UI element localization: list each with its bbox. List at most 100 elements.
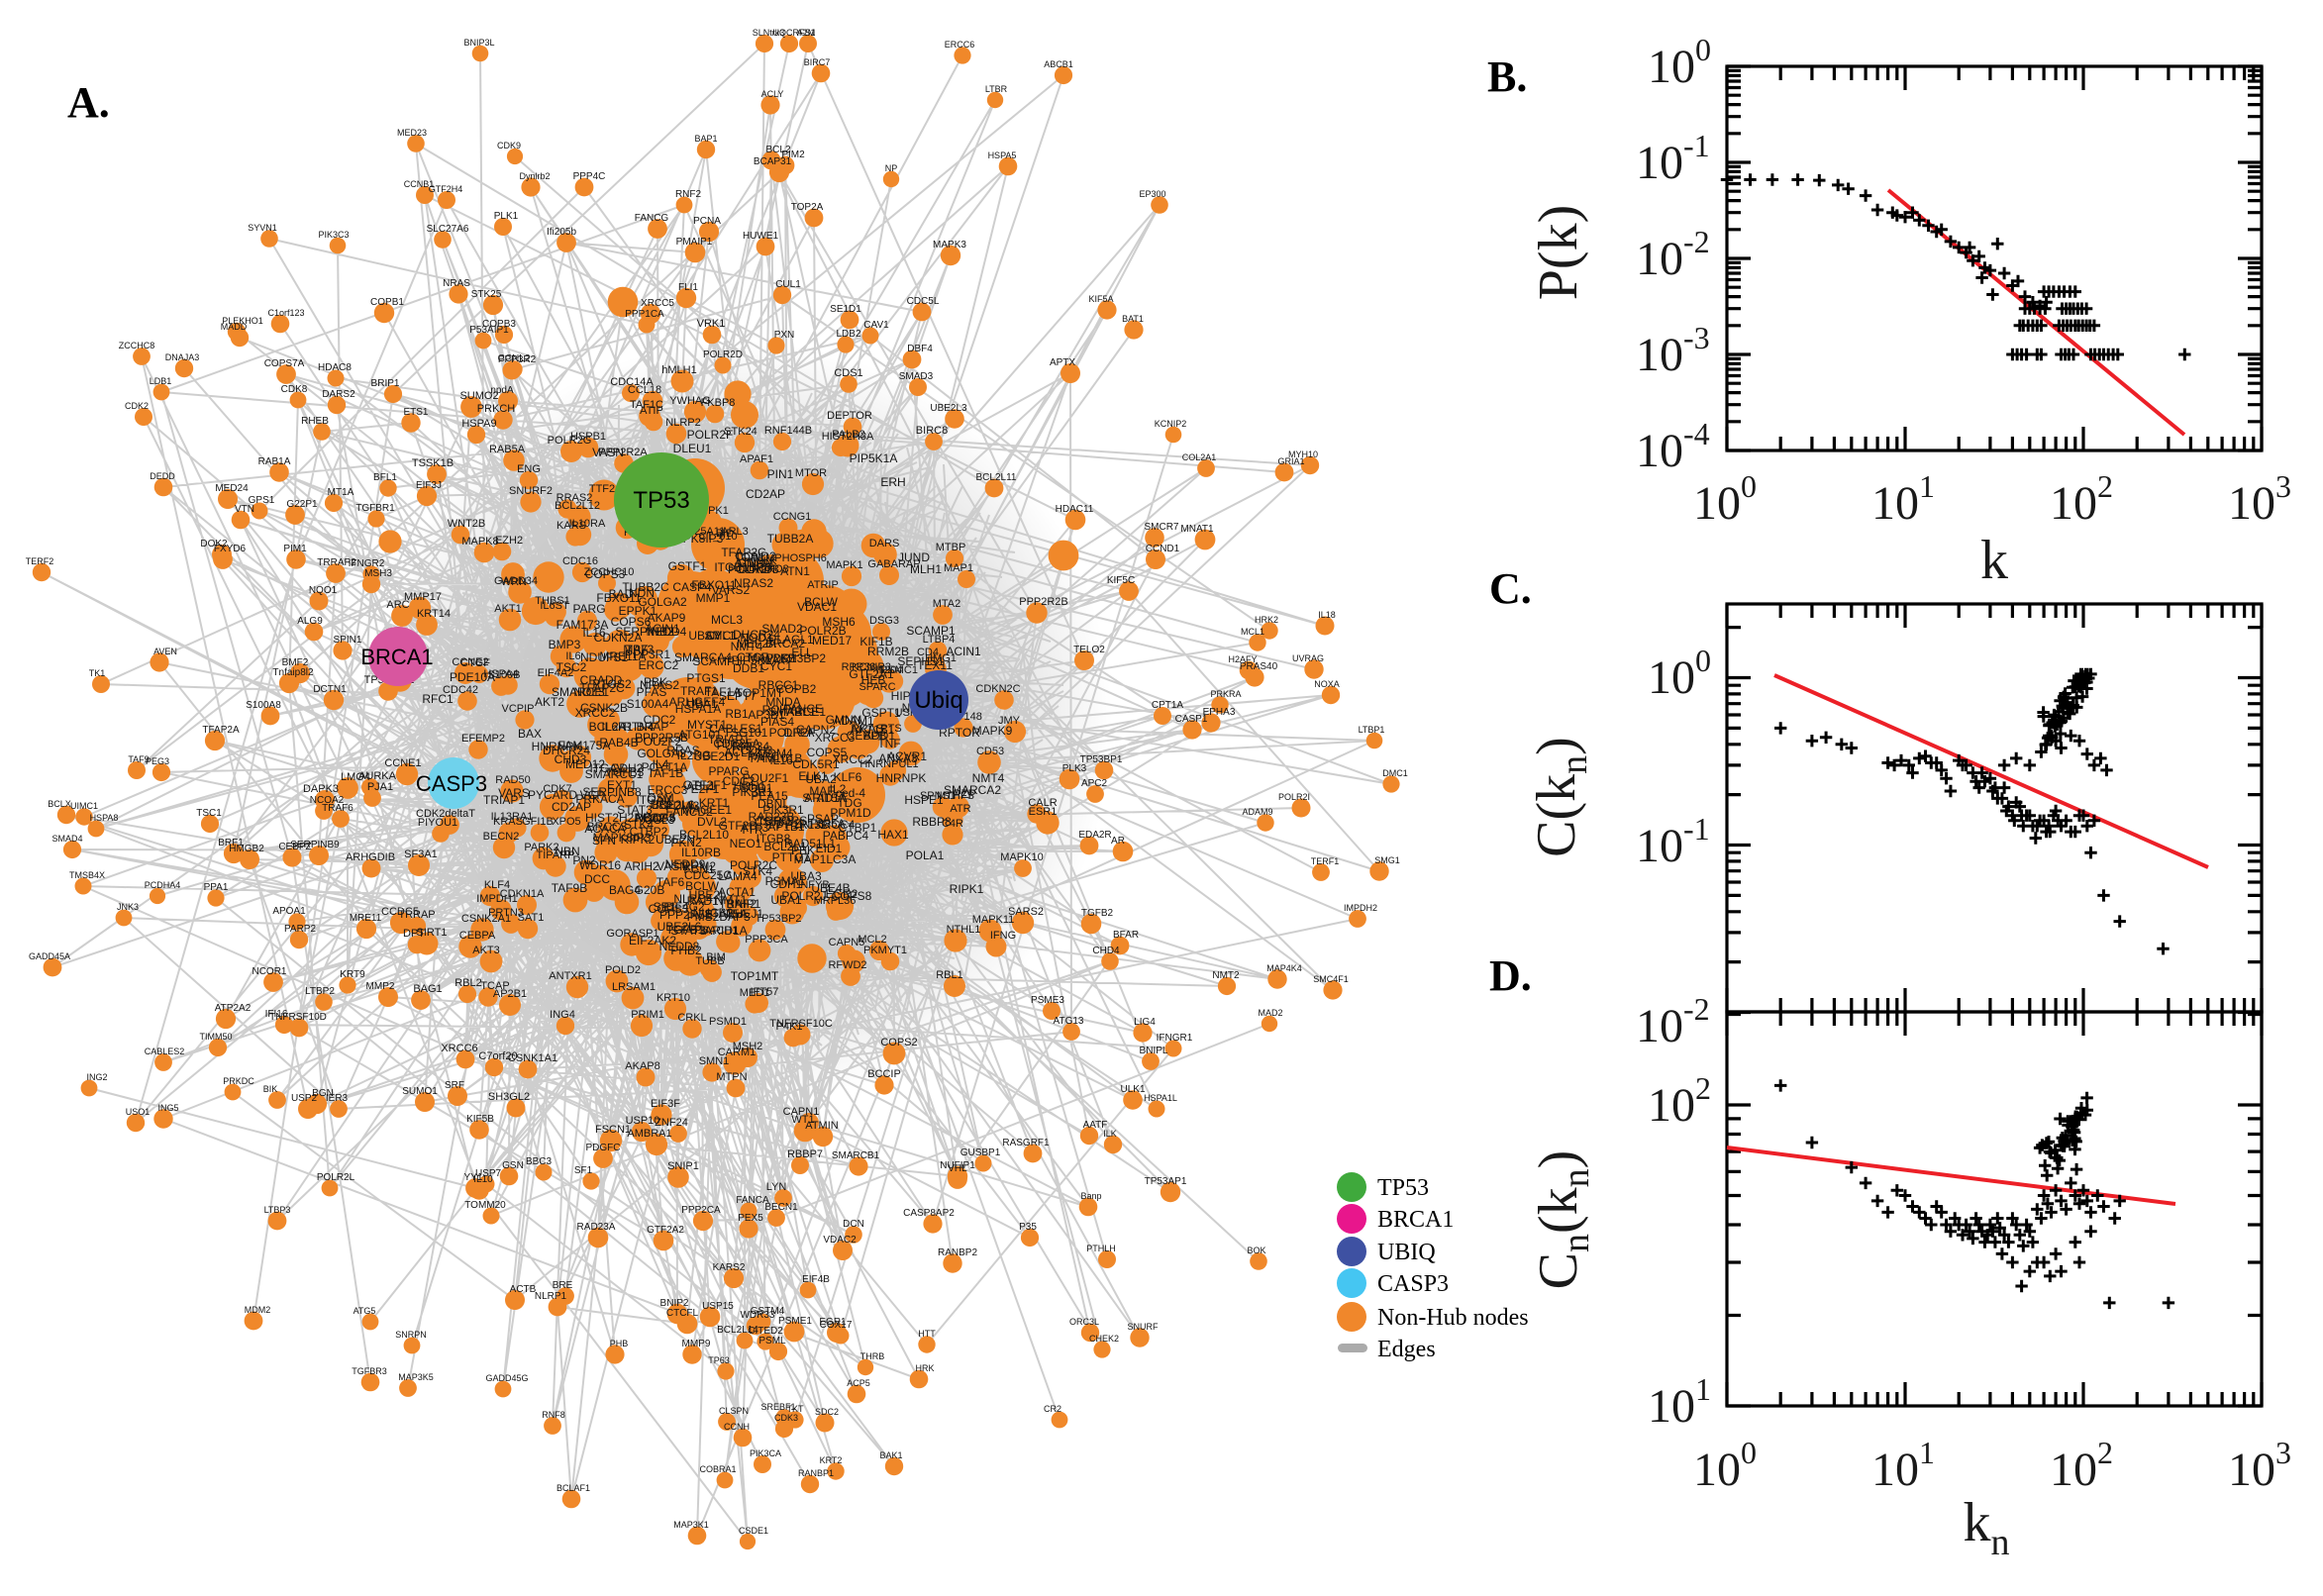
svg-text:PBK: PBK <box>791 844 815 857</box>
svg-text:BRCA1: BRCA1 <box>360 645 433 669</box>
svg-text:STAT5A: STAT5A <box>802 791 846 805</box>
svg-text:XRCC5: XRCC5 <box>641 298 674 309</box>
svg-text:ARHGEF4: ARHGEF4 <box>669 695 726 709</box>
svg-text:PPP1CA: PPP1CA <box>625 309 664 320</box>
svg-text:CEBPA: CEBPA <box>459 930 496 942</box>
svg-text:FLI1: FLI1 <box>678 282 698 293</box>
svg-text:HRK: HRK <box>915 1363 934 1373</box>
svg-text:IL6R: IL6R <box>601 720 627 734</box>
svg-text:POLR2J: POLR2J <box>781 889 826 903</box>
svg-text:STAT5A: STAT5A <box>704 907 748 921</box>
svg-text:NLRC4: NLRC4 <box>673 892 713 906</box>
svg-text:VRK1: VRK1 <box>697 318 726 330</box>
svg-text:TAF9: TAF9 <box>128 754 149 764</box>
svg-text:COPS2: COPS2 <box>880 1037 917 1048</box>
svg-text:NLRP2: NLRP2 <box>665 417 700 429</box>
svg-text:POLR2L: POLR2L <box>317 1172 355 1183</box>
svg-text:DMC1: DMC1 <box>1382 768 1408 778</box>
svg-text:MDM2: MDM2 <box>245 1305 271 1315</box>
svg-text:RB1: RB1 <box>725 707 749 721</box>
svg-text:ATM: ATM <box>735 555 758 569</box>
svg-text:DARS2: DARS2 <box>322 389 355 400</box>
svg-text:CCDC5: CCDC5 <box>381 906 419 918</box>
svg-text:SIRT1: SIRT1 <box>417 927 448 939</box>
svg-text:TP73: TP73 <box>626 643 655 656</box>
svg-text:ANXA3: ANXA3 <box>878 751 918 765</box>
svg-text:RAB4B: RAB4B <box>599 736 638 749</box>
svg-text:HIST2H2AC: HIST2H2AC <box>585 811 651 825</box>
svg-text:CDKN1A: CDKN1A <box>500 888 545 900</box>
svg-text:Ifi205b: Ifi205b <box>547 227 576 238</box>
svg-text:IFT57: IFT57 <box>751 986 779 998</box>
svg-text:PPP3R1: PPP3R1 <box>625 648 670 661</box>
svg-text:IL6ST: IL6ST <box>540 600 569 612</box>
svg-text:BCLW: BCLW <box>685 879 719 893</box>
svg-text:IL2RG: IL2RG <box>677 748 712 762</box>
svg-text:LDB1: LDB1 <box>150 376 172 386</box>
svg-text:TK1: TK1 <box>89 668 106 678</box>
svg-text:TIMM50: TIMM50 <box>199 1032 232 1042</box>
svg-text:CTGF: CTGF <box>460 657 490 669</box>
svg-text:ERH: ERH <box>880 475 905 489</box>
svg-text:USO1: USO1 <box>126 1107 151 1117</box>
svg-text:PPP2R5E: PPP2R5E <box>659 908 713 922</box>
svg-text:COL2A1: COL2A1 <box>1182 452 1217 462</box>
svg-text:GOLGA2: GOLGA2 <box>638 595 687 609</box>
svg-text:RASGRF1: RASGRF1 <box>1002 1138 1050 1148</box>
svg-text:CDC25A: CDC25A <box>713 737 759 750</box>
svg-text:ATG101: ATG101 <box>678 728 722 742</box>
svg-text:UBE4B: UBE4B <box>811 881 850 895</box>
svg-text:B.: B. <box>1487 52 1527 101</box>
svg-text:PLAGL1: PLAGL1 <box>768 633 814 647</box>
svg-text:ALG9: ALG9 <box>297 616 323 627</box>
svg-text:CD53: CD53 <box>976 746 1004 757</box>
svg-text:ZNF24: ZNF24 <box>655 1117 688 1129</box>
svg-text:PIK3R1: PIK3R1 <box>762 803 804 817</box>
svg-text:PARG: PARG <box>572 602 605 616</box>
svg-text:RNF8: RNF8 <box>542 1410 565 1420</box>
svg-text:RRAS: RRAS <box>666 744 699 757</box>
svg-text:BIM: BIM <box>706 951 726 963</box>
svg-text:CEBPZ: CEBPZ <box>278 842 311 852</box>
svg-text:JNK3: JNK3 <box>117 902 139 912</box>
svg-text:MTOR: MTOR <box>795 467 827 479</box>
svg-text:NEDD4: NEDD4 <box>647 625 687 639</box>
svg-text:HSPA5: HSPA5 <box>988 150 1017 160</box>
svg-text:USP15: USP15 <box>702 1301 734 1312</box>
svg-text:APC2: APC2 <box>1081 778 1108 789</box>
svg-text:MYH10: MYH10 <box>1288 449 1318 459</box>
svg-text:ARID1A: ARID1A <box>804 791 847 805</box>
svg-text:SML1: SML1 <box>704 629 736 643</box>
svg-text:TNFRSF10C: TNFRSF10C <box>769 1018 833 1030</box>
svg-text:BCLX: BCLX <box>48 799 71 809</box>
svg-text:BFL1: BFL1 <box>373 472 397 483</box>
svg-text:NHEJ1: NHEJ1 <box>726 907 763 921</box>
svg-text:ACIN1: ACIN1 <box>946 645 981 658</box>
svg-text:USP7: USP7 <box>475 1168 502 1179</box>
svg-text:AMBRA1: AMBRA1 <box>627 1128 671 1140</box>
svg-text:IL10RA: IL10RA <box>569 518 606 530</box>
svg-text:ULK1: ULK1 <box>1120 1084 1145 1095</box>
svg-text:COBRA1: COBRA1 <box>699 1464 736 1474</box>
svg-text:CHD4: CHD4 <box>1092 946 1120 956</box>
svg-text:PCYT1A: PCYT1A <box>642 760 688 774</box>
svg-text:PTS: PTS <box>880 723 901 735</box>
svg-text:IFNG: IFNG <box>990 930 1016 942</box>
svg-text:CRKL: CRKL <box>677 1012 706 1024</box>
svg-text:VTN: VTN <box>235 504 254 515</box>
svg-text:CDC25C: CDC25C <box>684 868 732 882</box>
svg-text:POU2F1: POU2F1 <box>743 771 789 785</box>
svg-text:RAD51L1: RAD51L1 <box>784 837 836 850</box>
svg-text:TFAP2C: TFAP2C <box>579 681 625 695</box>
svg-text:BCL2L12: BCL2L12 <box>555 500 600 512</box>
svg-text:ABCB1: ABCB1 <box>1044 59 1073 69</box>
svg-text:NOD1: NOD1 <box>740 631 773 645</box>
svg-text:KCNIP2: KCNIP2 <box>1155 419 1187 429</box>
svg-text:CARM1: CARM1 <box>718 1047 757 1058</box>
svg-text:UBE2L6: UBE2L6 <box>657 920 702 934</box>
svg-text:HRK2: HRK2 <box>1255 615 1278 625</box>
svg-text:PRIM1: PRIM1 <box>631 1009 664 1021</box>
svg-text:NUFIP1: NUFIP1 <box>940 1160 975 1171</box>
svg-text:100: 100 <box>1648 32 1711 93</box>
svg-text:TAF1A: TAF1A <box>705 685 741 699</box>
